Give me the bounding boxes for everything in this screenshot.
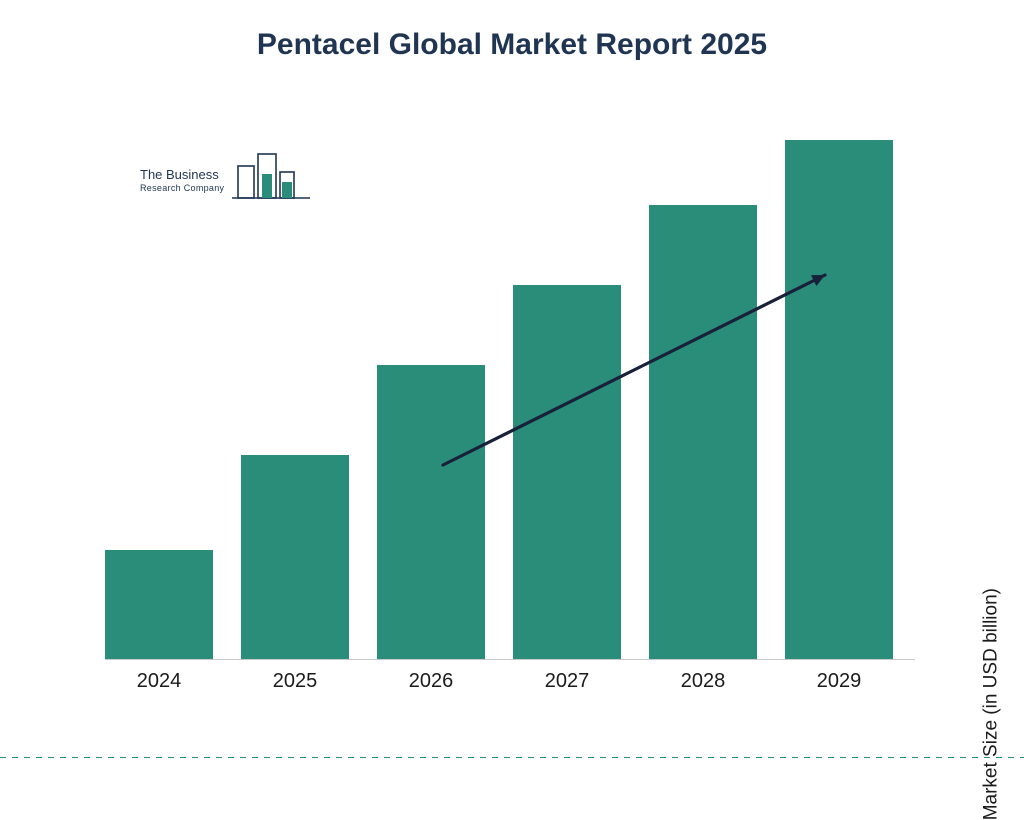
x-axis-label: 2026 [377,670,485,693]
bar [649,205,757,660]
bar [377,365,485,660]
x-axis-label: 2028 [649,670,757,693]
chart-title: Pentacel Global Market Report 2025 [0,28,1024,62]
bar-chart: 2024 2025 2026 2027 2028 2029 [105,140,925,700]
bar [241,455,349,660]
y-axis-label: Market Size (in USD billion) [980,588,1002,820]
x-axis-labels: 2024 2025 2026 2027 2028 2029 [105,664,925,700]
bar [513,285,621,660]
x-axis-label: 2024 [105,670,213,693]
x-axis-label: 2029 [785,670,893,693]
x-axis-line [105,659,915,660]
bar [785,140,893,660]
bottom-dashed-divider [0,757,1024,759]
bars-container [105,140,925,660]
x-axis-label: 2027 [513,670,621,693]
x-axis-label: 2025 [241,670,349,693]
bar [105,550,213,660]
